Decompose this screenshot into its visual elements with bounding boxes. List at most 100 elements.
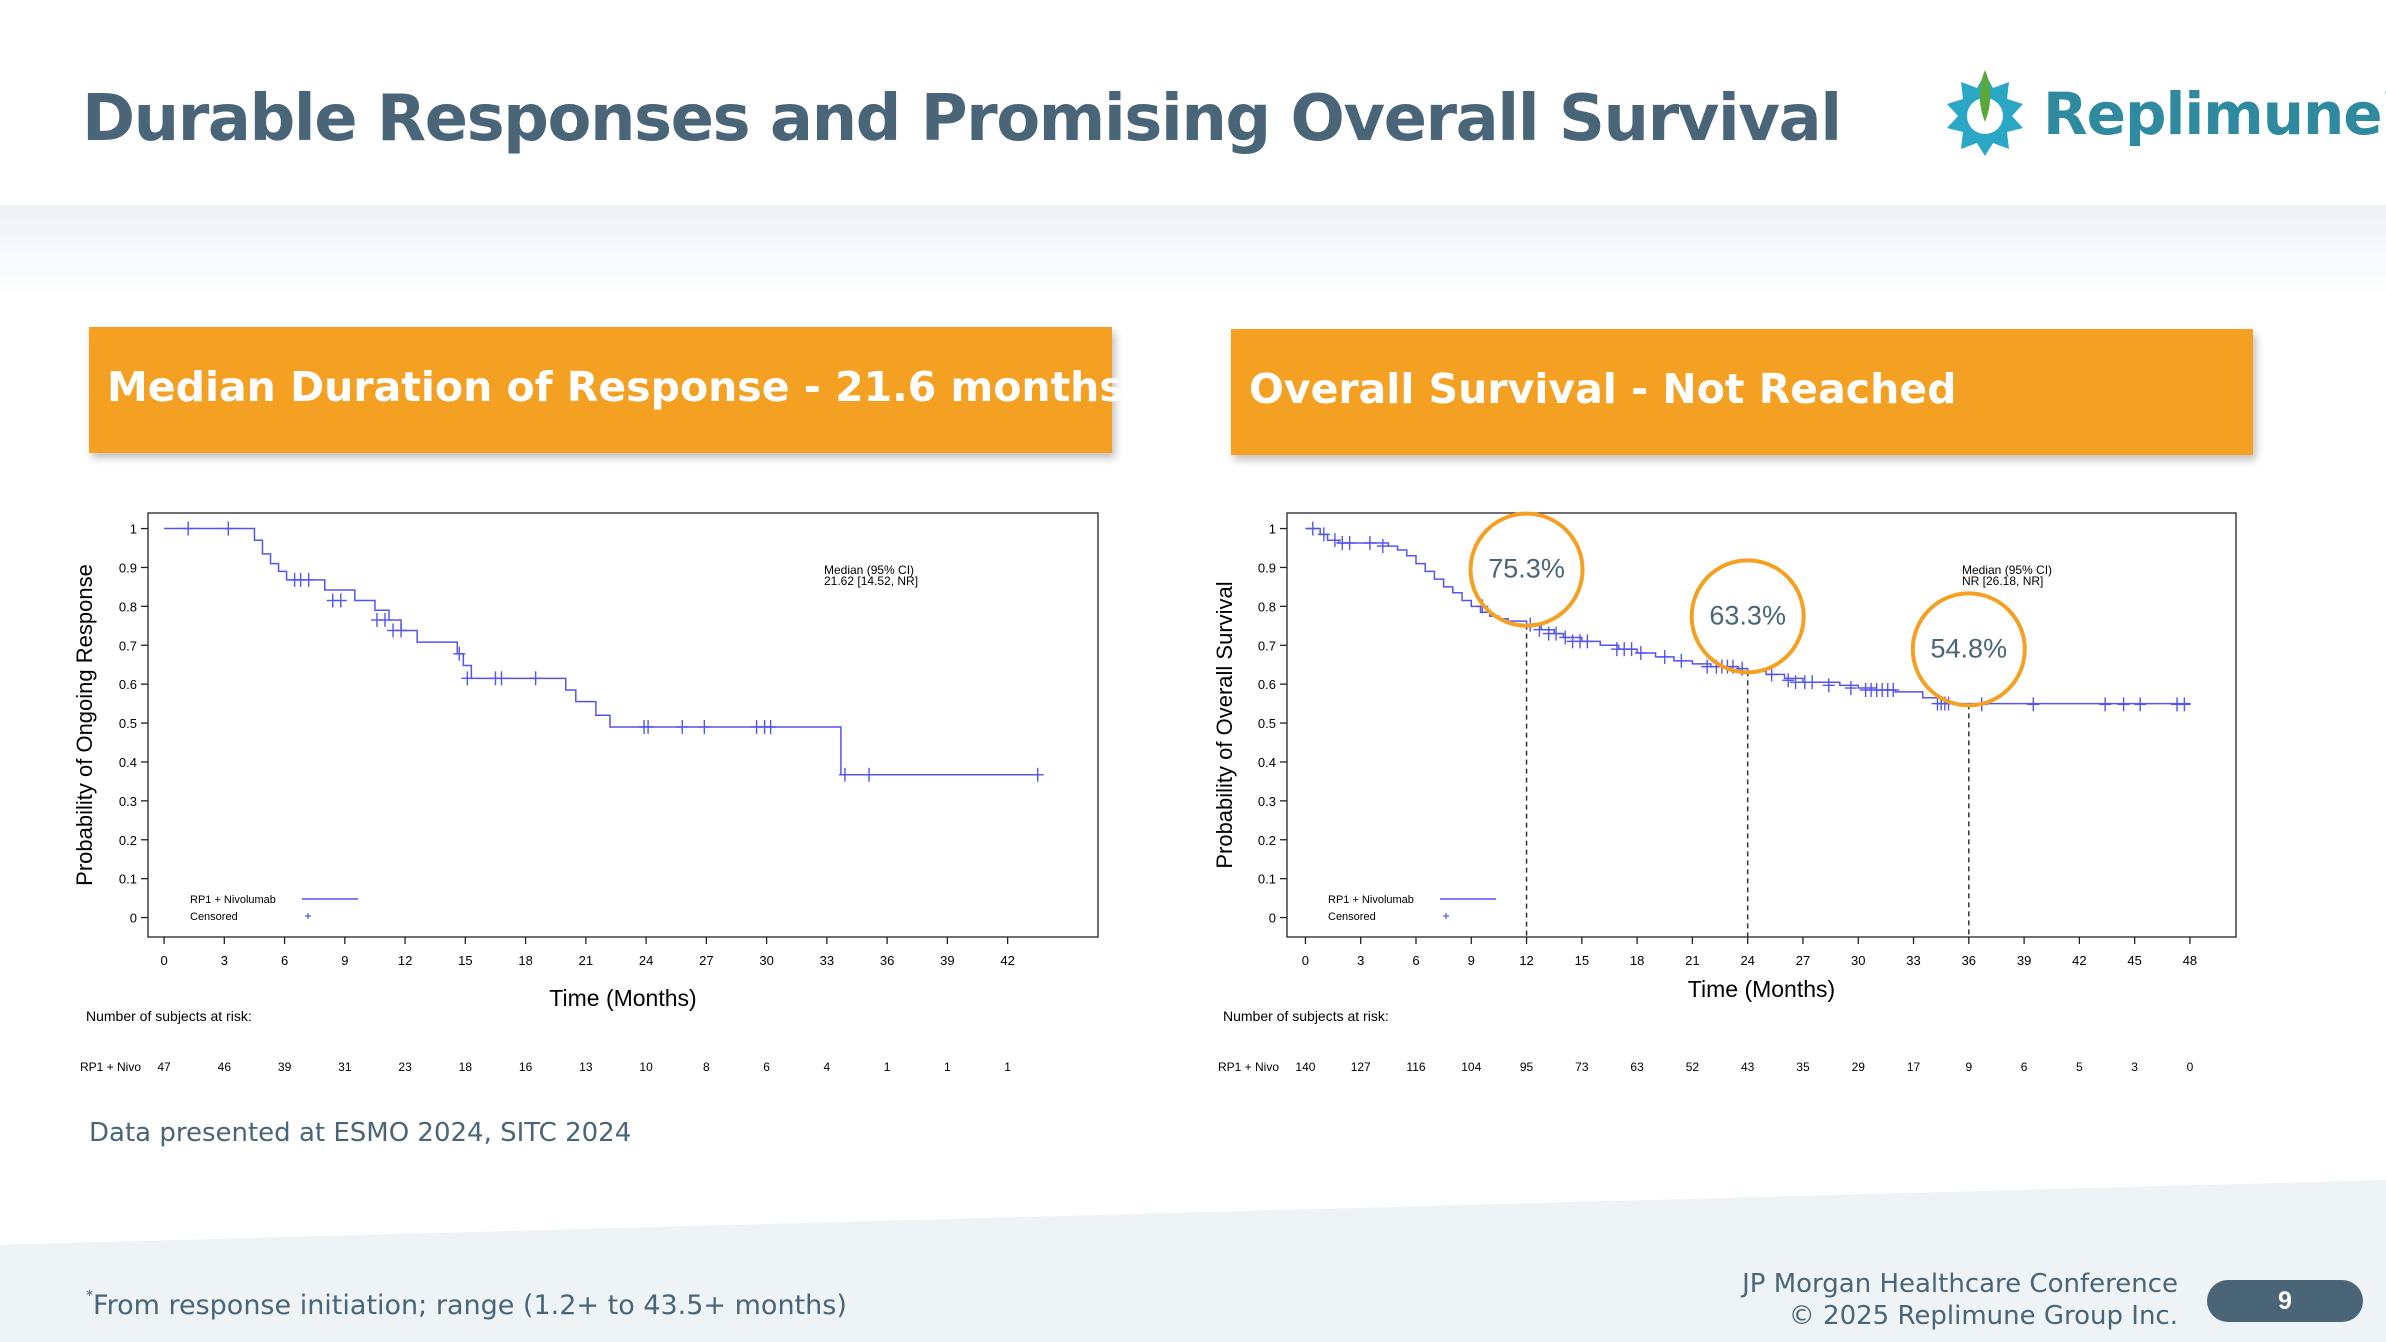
censored-mark xyxy=(1031,767,1044,782)
x-tick-label: 9 xyxy=(1468,953,1475,968)
landmark-circle xyxy=(1910,591,2027,708)
y-axis-label: Probability of Overall Survival xyxy=(1212,581,1237,868)
risk-table-value: 116 xyxy=(1406,1060,1425,1074)
censored-mark xyxy=(2099,697,2112,712)
risk-table-row-label: RP1 + Nivo xyxy=(80,1060,141,1074)
censored-mark xyxy=(1306,521,1319,536)
risk-table-value: 1 xyxy=(884,1060,891,1074)
median-annotation-value: 21.62 [14.52, NR] xyxy=(824,574,918,588)
dor-header-text: Median Duration of Response - 21.6 month… xyxy=(107,363,1124,411)
replimune-emblem-icon xyxy=(1947,70,2023,156)
dor-header-footnote-mark: * xyxy=(1123,359,1135,384)
header-gradient-band xyxy=(0,205,2386,295)
x-tick-label: 48 xyxy=(2183,953,2197,968)
censored-mark xyxy=(642,719,655,734)
censored-mark xyxy=(495,671,508,686)
x-tick-label: 30 xyxy=(1851,953,1865,968)
x-tick-label: 3 xyxy=(221,953,228,968)
censored-mark xyxy=(1806,675,1819,690)
x-tick-label: 21 xyxy=(579,953,593,968)
landmark-label: 63.3% xyxy=(1709,600,1786,630)
logo-wordmark: Replimune® xyxy=(2043,80,2386,148)
x-tick-label: 36 xyxy=(880,953,894,968)
censored-mark xyxy=(378,612,391,627)
y-tick-label: 0.8 xyxy=(119,599,137,614)
risk-table-value: 73 xyxy=(1575,1060,1589,1074)
risk-table-value: 35 xyxy=(1796,1060,1810,1074)
page-number: 9 xyxy=(2207,1280,2363,1322)
x-tick-label: 6 xyxy=(281,953,288,968)
data-source-note: Data presented at ESMO 2024, SITC 2024 xyxy=(89,1118,632,1148)
x-tick-label: 3 xyxy=(1357,953,1364,968)
os-header-text: Overall Survival - Not Reached xyxy=(1249,365,1957,413)
censored-mark xyxy=(2178,697,2191,712)
legend-series-label: RP1 + Nivolumab xyxy=(1328,894,1414,906)
landmark-label: 75.3% xyxy=(1488,554,1565,584)
risk-table-value: 13 xyxy=(579,1060,593,1074)
x-axis-label: Time (Months) xyxy=(1688,976,1835,1002)
censored-mark xyxy=(2027,697,2040,712)
censored-mark xyxy=(529,671,542,686)
y-tick-label: 1 xyxy=(1269,522,1276,537)
x-tick-label: 15 xyxy=(1575,953,1589,968)
plot-frame xyxy=(147,512,1099,938)
censored-mark xyxy=(1844,681,1857,696)
risk-table-value: 104 xyxy=(1461,1060,1481,1074)
conference-name: JP Morgan Healthcare Conference xyxy=(1742,1269,2178,1299)
x-tick-label: 42 xyxy=(1000,953,1014,968)
censored-mark xyxy=(1782,673,1795,688)
y-tick-label: 0 xyxy=(130,911,137,926)
x-axis-label: Time (Months) xyxy=(549,985,696,1011)
censored-mark xyxy=(1675,653,1688,668)
censored-mark xyxy=(2117,697,2130,712)
censored-mark xyxy=(395,623,408,638)
x-tick-label: 24 xyxy=(1740,953,1754,968)
y-tick-label: 0.1 xyxy=(1258,872,1276,887)
risk-table-value: 6 xyxy=(2021,1060,2028,1074)
risk-table-header: Number of subjects at risk: xyxy=(86,1008,252,1024)
os-header-box: Overall Survival - Not Reached xyxy=(1231,329,2253,455)
risk-table-value: 0 xyxy=(2187,1060,2194,1074)
risk-table-value: 6 xyxy=(763,1060,770,1074)
x-tick-label: 39 xyxy=(2017,953,2031,968)
x-tick-label: 30 xyxy=(759,953,773,968)
risk-table-value: 10 xyxy=(639,1060,653,1074)
x-tick-label: 36 xyxy=(1962,953,1976,968)
landmark-circle xyxy=(1689,558,1806,675)
risk-table-value: 5 xyxy=(2076,1060,2083,1074)
y-tick-label: 0.8 xyxy=(1258,599,1276,614)
censored-mark xyxy=(863,767,876,782)
risk-table-row-label: RP1 + Nivo xyxy=(1218,1060,1279,1074)
x-tick-label: 9 xyxy=(341,953,348,968)
x-tick-label: 0 xyxy=(1302,953,1309,968)
x-tick-label: 12 xyxy=(398,953,412,968)
y-tick-label: 0.9 xyxy=(1258,560,1276,575)
censored-mark xyxy=(1317,527,1330,542)
x-tick-label: 39 xyxy=(940,953,954,968)
censored-mark xyxy=(1559,630,1572,645)
risk-table-value: 9 xyxy=(1965,1060,1972,1074)
risk-table-value: 4 xyxy=(824,1060,831,1074)
censored-mark xyxy=(1887,682,1900,697)
x-tick-label: 33 xyxy=(820,953,834,968)
risk-table-value: 47 xyxy=(157,1060,171,1074)
risk-table-value: 17 xyxy=(1907,1060,1921,1074)
censored-mark xyxy=(182,521,195,536)
risk-table-value: 52 xyxy=(1686,1060,1700,1074)
median-annotation-title: Median (95% CI) xyxy=(1962,563,2052,577)
y-tick-label: 0.2 xyxy=(1258,833,1276,848)
risk-table-value: 127 xyxy=(1351,1060,1371,1074)
x-tick-label: 42 xyxy=(2072,953,2086,968)
censored-mark xyxy=(334,593,347,608)
censored-mark xyxy=(222,521,235,536)
censored-mark xyxy=(1581,634,1594,649)
y-tick-label: 0.3 xyxy=(119,794,137,809)
x-tick-label: 0 xyxy=(160,953,167,968)
risk-table-value: 31 xyxy=(338,1060,352,1074)
censored-mark xyxy=(1634,646,1647,661)
censored-mark xyxy=(1376,539,1389,554)
risk-table-header: Number of subjects at risk: xyxy=(1223,1008,1389,1024)
risk-table-value: 95 xyxy=(1520,1060,1534,1074)
legend-series-label: RP1 + Nivolumab xyxy=(190,894,276,906)
y-tick-label: 0.4 xyxy=(1258,755,1276,770)
